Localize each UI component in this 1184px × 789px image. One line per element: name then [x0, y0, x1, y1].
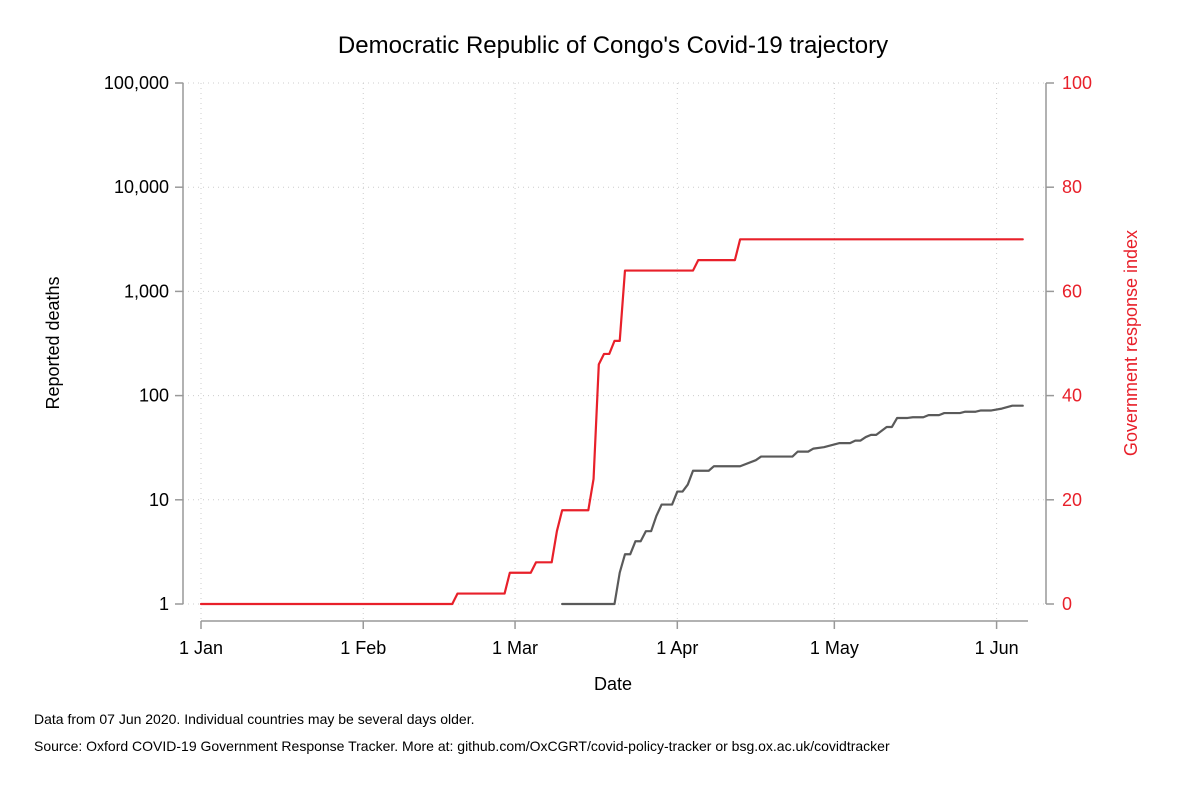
x-tick-label: 1 Apr: [656, 638, 698, 658]
x-tick-label: 1 Jan: [179, 638, 223, 658]
y-axis-left-label: Reported deaths: [43, 276, 63, 409]
y-left-tick-label: 100,000: [104, 73, 169, 93]
gridlines: [183, 82, 1046, 621]
data-date-note: Data from 07 Jun 2020. Individual countr…: [34, 711, 475, 727]
y-right-tick-label: 60: [1062, 281, 1082, 301]
x-axis-label: Date: [594, 674, 632, 694]
chart-title: Democratic Republic of Congo's Covid-19 …: [338, 32, 888, 59]
y-left-tick-label: 100: [139, 386, 169, 406]
x-tick-label: 1 Mar: [492, 638, 538, 658]
source-note: Source: Oxford COVID-19 Government Respo…: [34, 738, 890, 754]
y-right-tick-label: 100: [1062, 73, 1092, 93]
y-right-tick-label: 80: [1062, 177, 1082, 197]
covid-trajectory-chart: 1 10 100 1,000 10,000 100,000 0 20 40 60 80 100 1 Ja…: [43, 32, 1141, 694]
government-response-line: [199, 238, 1024, 606]
x-tick-label: 1 Feb: [340, 638, 386, 658]
y-left-tick-label: 10: [149, 490, 169, 510]
axes: 1 10 100 1,000 10,000 100,000 0 20 40 60 80 100 1 Ja…: [104, 73, 1092, 658]
x-tick-label: 1 Jun: [975, 638, 1019, 658]
y-left-tick-label: 10,000: [114, 177, 169, 197]
y-left-tick-label: 1,000: [124, 281, 169, 301]
reported-deaths-line: [561, 404, 1024, 606]
y-axis-right-label: Government response index: [1121, 230, 1141, 456]
series-layer: [199, 238, 1024, 606]
y-right-tick-label: 40: [1062, 386, 1082, 406]
y-right-tick-label: 20: [1062, 490, 1082, 510]
y-left-tick-label: 1: [159, 594, 169, 614]
y-right-tick-label: 0: [1062, 594, 1072, 614]
x-tick-label: 1 May: [810, 638, 859, 658]
